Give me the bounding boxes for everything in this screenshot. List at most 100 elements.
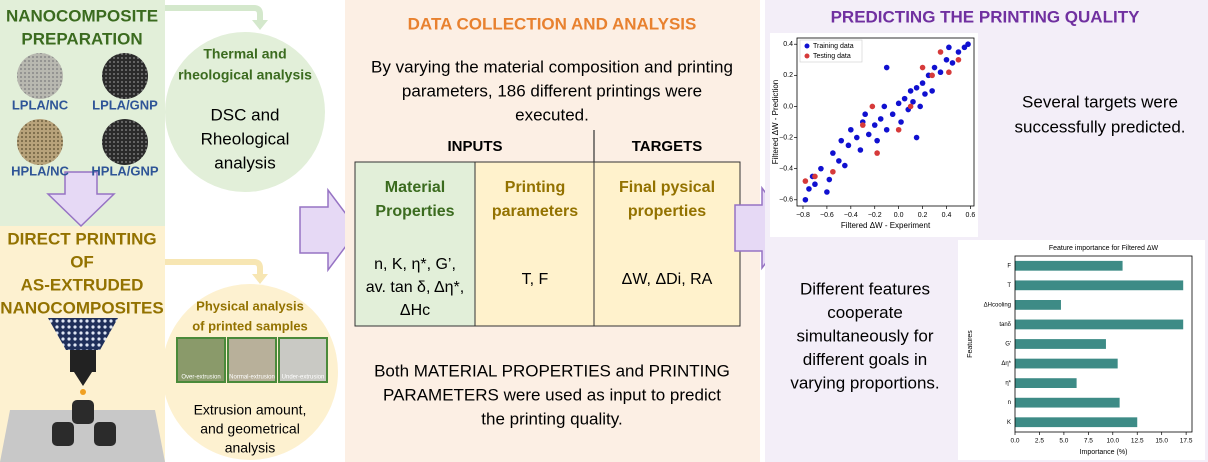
circle-title: Physical analysis: [196, 298, 304, 313]
data-point: [910, 98, 916, 105]
data-point: [913, 134, 920, 141]
data-point: [871, 122, 878, 128]
data-point: [802, 178, 809, 184]
data-point: [824, 189, 830, 195]
bar: [1015, 300, 1061, 310]
column-content: ΔHc: [400, 302, 430, 319]
data-point: [946, 44, 952, 51]
connector: [165, 259, 263, 276]
data-point: [826, 176, 833, 183]
data-point: [919, 80, 926, 86]
x-tick-label: 7.5: [1084, 438, 1093, 445]
data-point: [857, 147, 864, 153]
note-text: simultaneously for: [796, 326, 933, 345]
data-point: [842, 162, 848, 169]
note-text: varying proportions.: [790, 373, 939, 392]
y-tick-label: −0.6: [779, 197, 793, 204]
y-tick-label: G': [1005, 342, 1011, 348]
sample-label: HPLA/NC: [11, 163, 69, 178]
y-tick-label: −0.2: [779, 134, 793, 141]
sample-image: [17, 53, 63, 99]
x-tick-label: −0.6: [820, 212, 834, 219]
y-tick-label: F: [1007, 263, 1011, 269]
panel-title: OF: [70, 252, 94, 271]
column-title: Material: [385, 179, 445, 196]
x-tick-label: 17.5: [1180, 438, 1193, 445]
panel-title: DIRECT PRINTING: [7, 229, 156, 248]
bar: [1015, 339, 1106, 349]
conclusion-text: the printing quality.: [481, 409, 622, 428]
intro-text: By varying the material composition and …: [371, 57, 733, 76]
bar: [1015, 417, 1138, 428]
data-point: [874, 137, 880, 144]
photo-label: Normal-extrusion: [229, 375, 275, 381]
note-text: cooperate: [827, 303, 903, 322]
data-point: [838, 137, 845, 144]
down-arrow: [46, 171, 116, 228]
connector-head: [252, 20, 268, 30]
y-tick-label: Δη*: [1001, 361, 1011, 367]
intro-text: parameters, 186 different printings were: [402, 81, 702, 100]
x-tick-label: −0.8: [796, 212, 810, 219]
chart-title: Feature importance for Filtered ΔW: [1049, 245, 1159, 252]
y-tick-label: T: [1007, 283, 1011, 289]
data-point: [946, 69, 952, 76]
connector-head: [252, 274, 268, 284]
data-point: [812, 181, 818, 188]
data-point: [913, 84, 920, 91]
table-header: TARGETS: [632, 138, 703, 155]
panel-title: AS-EXTRUDED: [21, 275, 144, 294]
legend-marker: [804, 43, 810, 49]
panel-title: NANOCOMPOSITES: [0, 298, 163, 317]
data-point: [937, 69, 944, 76]
note-text: Different features: [800, 279, 930, 298]
circle-text: Rheological: [201, 129, 290, 148]
column-content: ΔW, ΔDi, RA: [622, 271, 713, 288]
column-title: Properties: [375, 203, 454, 220]
bar: [1015, 397, 1120, 408]
table-cell: [354, 161, 476, 327]
thermal-circle: [165, 32, 325, 192]
x-tick-label: −0.2: [868, 212, 882, 219]
printed-sample: [52, 422, 74, 446]
data-point: [836, 158, 842, 164]
x-tick-label: 15.0: [1155, 438, 1168, 445]
y-tick-label: tanδ: [999, 322, 1011, 328]
circle-title: Thermal and: [203, 46, 286, 62]
sample-image: [102, 119, 148, 165]
printed-sample: [94, 422, 116, 446]
data-point: [830, 150, 836, 156]
y-tick-label: ΔHcooling: [984, 302, 1011, 308]
sample-photo: [227, 337, 277, 383]
sample-label: LPLA/NC: [12, 97, 69, 112]
y-axis-label: Features: [967, 330, 974, 358]
bar: [1015, 280, 1184, 291]
x-tick-label: 0.0: [894, 212, 904, 219]
data-point: [874, 150, 880, 156]
y-tick-label: −0.4: [779, 166, 793, 173]
nozzle: [70, 350, 96, 372]
extrudate: [80, 389, 86, 395]
data-point: [949, 60, 956, 66]
column-content: av. tan δ, Δη*,: [366, 279, 464, 296]
connector: [165, 5, 263, 22]
bar: [1015, 378, 1077, 388]
data-point: [901, 95, 908, 102]
table-cell: [474, 161, 595, 327]
nanocomposite-feed: [48, 318, 118, 350]
x-tick-label: 2.5: [1035, 438, 1044, 445]
bar: [1015, 260, 1123, 271]
circle-text: analysis: [225, 440, 276, 456]
data-point: [895, 126, 902, 133]
legend-label: Testing data: [813, 53, 851, 60]
data-point: [869, 103, 876, 110]
column-title: Printing: [505, 179, 565, 196]
data-point: [802, 196, 809, 203]
bar: [1015, 319, 1184, 330]
legend-marker: [804, 53, 810, 59]
y-axis-label: Filtered ΔW - Prediction: [771, 80, 780, 164]
sample-label: HPLA/GNP: [91, 163, 159, 178]
conclusion-text: Both MATERIAL PROPERTIES and PRINTING: [374, 361, 730, 380]
x-axis-label: Importance (%): [1080, 449, 1128, 456]
